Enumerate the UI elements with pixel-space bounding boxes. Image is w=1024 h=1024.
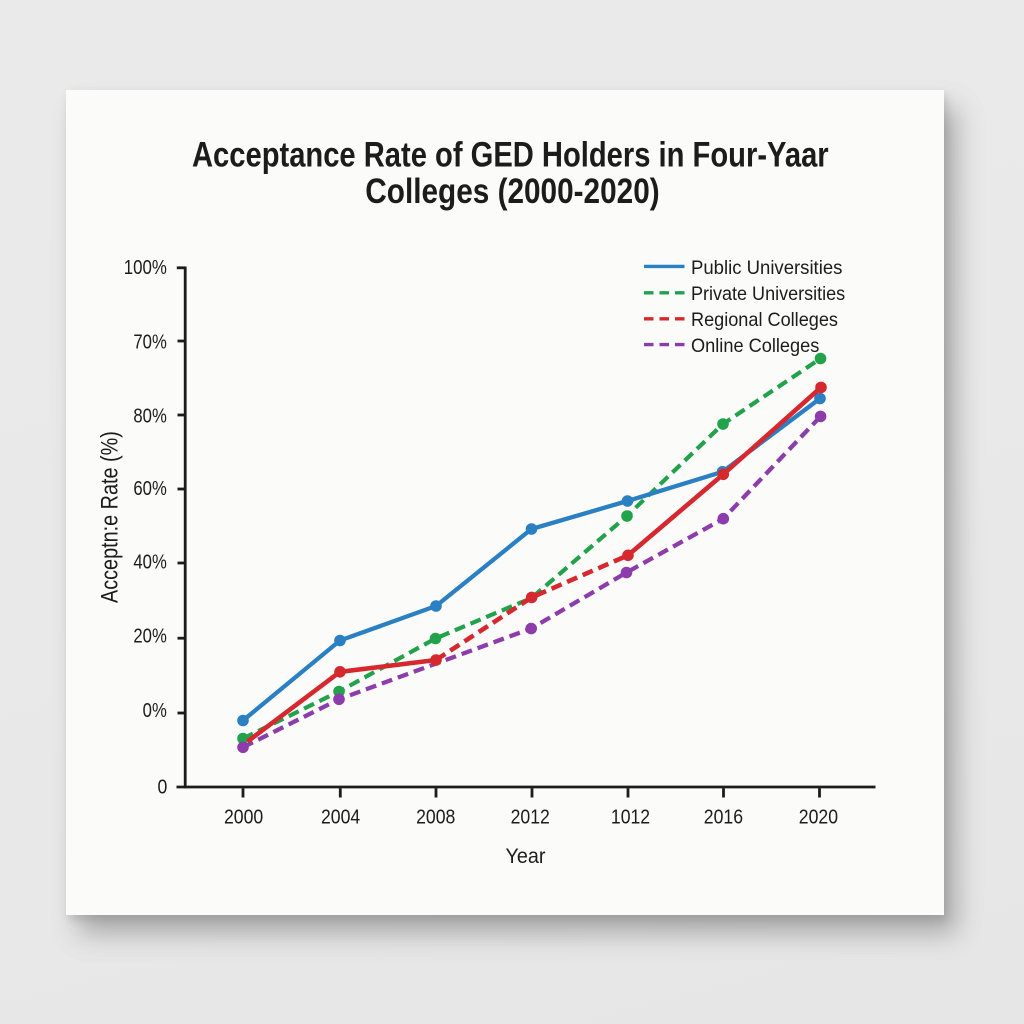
svg-text:2016: 2016	[704, 806, 743, 829]
svg-text:Colleges (2000-2020): Colleges (2000-2020)	[365, 170, 659, 210]
svg-text:Acceptn:e Rate (%): Acceptn:e Rate (%)	[96, 431, 123, 603]
svg-text:Regional Colleges: Regional Colleges	[691, 309, 838, 331]
svg-text:60%: 60%	[133, 476, 166, 499]
svg-text:2008: 2008	[416, 806, 455, 829]
svg-text:20%: 20%	[133, 624, 166, 647]
svg-text:2004: 2004	[321, 806, 361, 829]
svg-text:70%: 70%	[133, 330, 166, 353]
svg-text:0: 0	[157, 777, 167, 800]
svg-text:Year: Year	[505, 846, 545, 869]
svg-text:1012: 1012	[611, 806, 650, 829]
svg-text:80%: 80%	[133, 404, 166, 427]
svg-text:0%: 0%	[143, 698, 167, 721]
svg-text:Online Colleges: Online Colleges	[691, 334, 819, 356]
svg-text:Private Universities: Private Universities	[691, 283, 845, 305]
svg-text:40%: 40%	[133, 550, 166, 573]
svg-text:100%: 100%	[124, 255, 167, 278]
svg-text:2000: 2000	[224, 806, 263, 829]
svg-text:Public Universities: Public Universities	[691, 257, 842, 279]
svg-text:2012: 2012	[511, 806, 550, 829]
svg-text:2020: 2020	[799, 806, 838, 829]
svg-text:Acceptance Rate of GED Holders: Acceptance Rate of GED Holders in Four-Y…	[192, 135, 829, 174]
